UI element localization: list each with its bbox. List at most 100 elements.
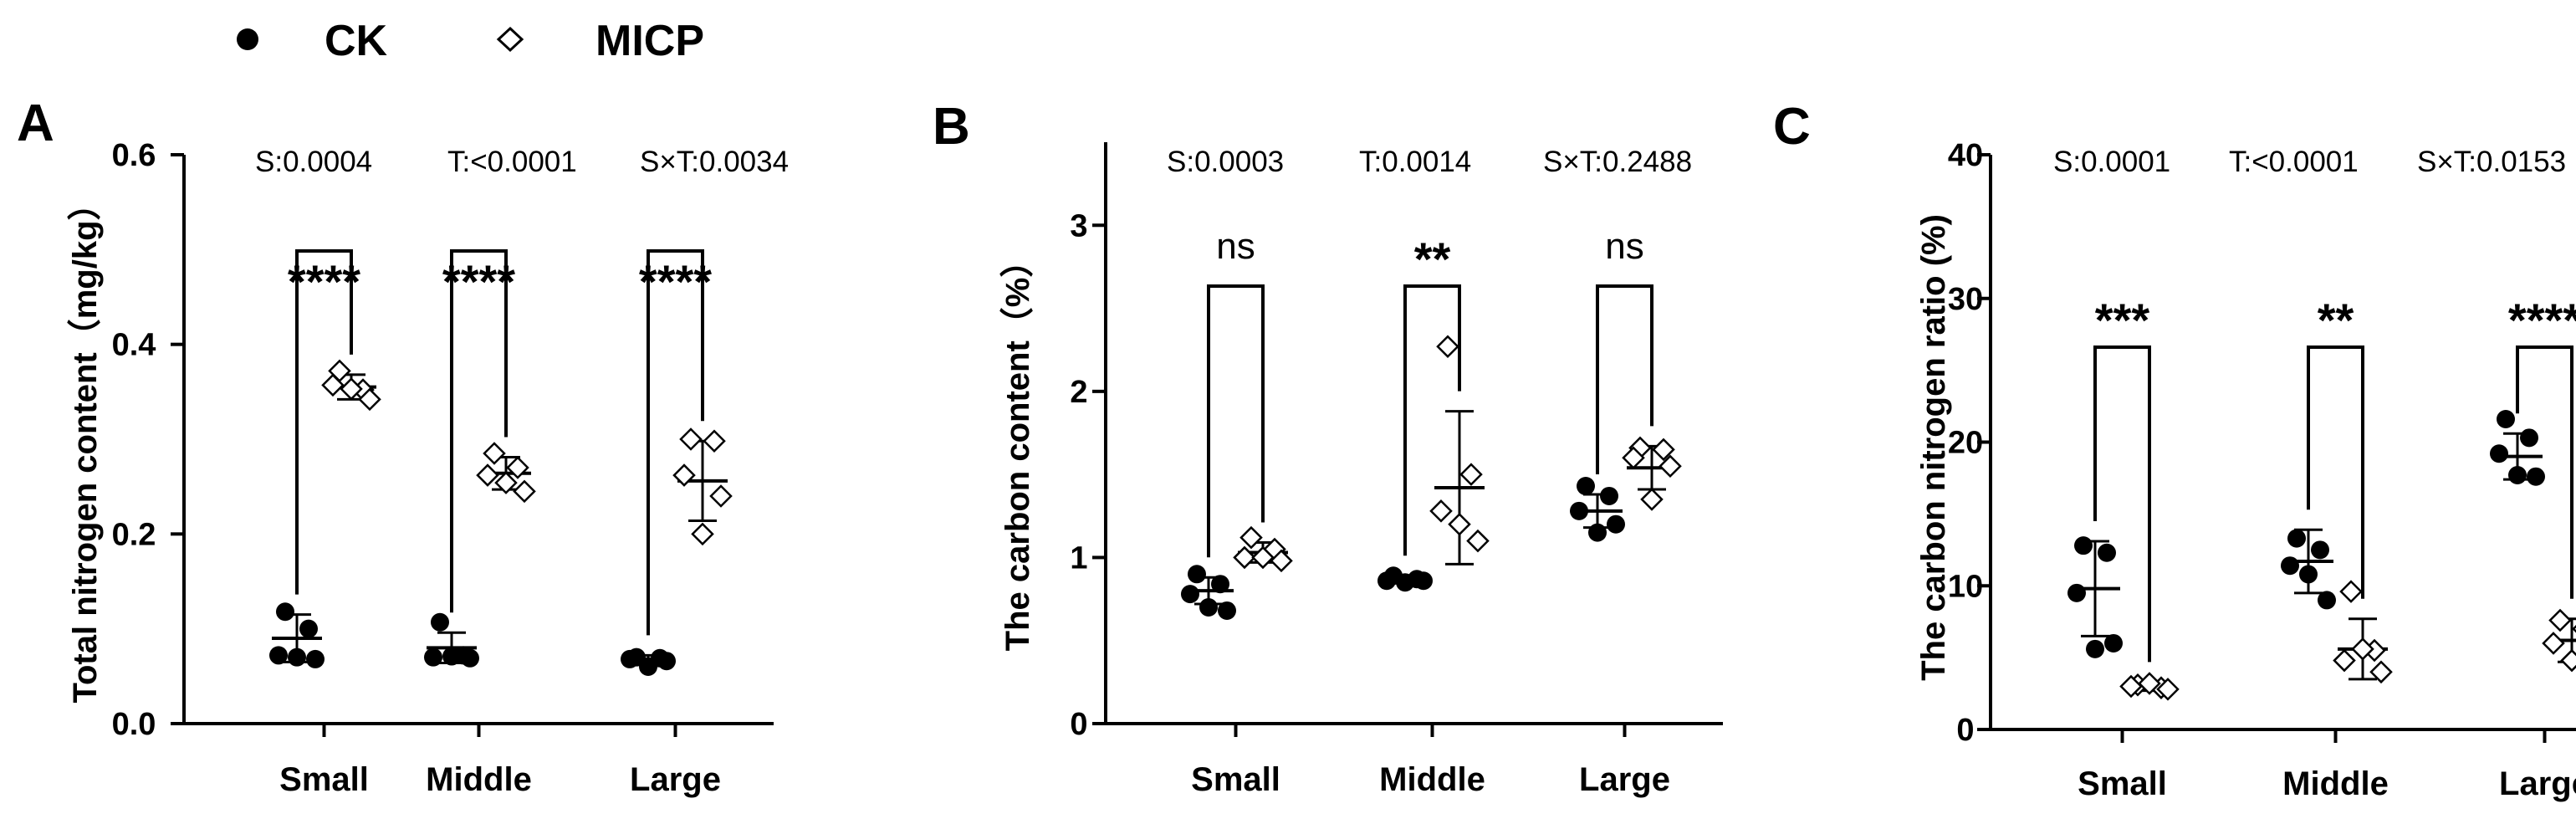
panel-b-ck-point: [1600, 486, 1618, 505]
panel-b-stat-text: T:0.0014: [1359, 146, 1471, 178]
panel-c-ck-point: [2490, 444, 2508, 463]
panel-b-y-tick-label: 3: [1070, 208, 1087, 243]
panel-b-stat-text: S×T:0.2488: [1543, 146, 1692, 178]
panel-c-micp-point: [2369, 660, 2393, 684]
panel-c-stat-text: S×T:0.0153: [2417, 146, 2566, 178]
panel-b-ck-point: [1396, 573, 1414, 592]
panel-b-y-tick-label: 1: [1070, 540, 1087, 576]
panel-c-micp-point: [2572, 625, 2576, 633]
panel-b: B The carbon content（%） 0 1 2 3 Small Middle L…: [933, 98, 1723, 798]
panel-a-ck-point: [461, 648, 479, 668]
panel-b-ck-point: [1181, 585, 1199, 604]
panel-b-significance-label: ns: [1216, 226, 1255, 267]
panel-b-y-tick-label: 2: [1070, 375, 1087, 410]
panel-c-ck-point: [2067, 583, 2086, 602]
panel-b-ck-point: [1588, 523, 1607, 542]
panel-a-ck-point: [299, 619, 318, 638]
panel-b-micp-point: [1239, 525, 1263, 550]
panel-c-ck-point: [2098, 543, 2116, 562]
panel-a-y-tick-label: 0.2: [112, 517, 156, 552]
legend-micp-label: MICP: [595, 17, 704, 65]
panel-c-ck-point: [2299, 565, 2318, 584]
panel-a-significance-bracket: [295, 249, 353, 595]
panel-c-significance-bracket: [2307, 345, 2364, 599]
panel-a-micp-point: [506, 456, 529, 479]
panel-c-micp-point: [2333, 648, 2356, 673]
panel-a-micp-point: [703, 429, 726, 453]
panel-a-ck-point: [621, 649, 639, 668]
panel-b-micp-point: [1659, 454, 1682, 478]
panel-c-ck-point: [2281, 556, 2299, 576]
panel-b-ck-point: [1199, 598, 1218, 617]
legend-ck-marker: [237, 28, 258, 50]
panel-a-ck-point: [288, 647, 306, 667]
panel-a-micp-point: [494, 471, 518, 494]
panel-c-ck-point: [2508, 466, 2527, 485]
panel-b-micp-point: [1640, 488, 1664, 511]
panel-b-ck-point: [1188, 565, 1206, 584]
panel-b-significance-bracket: [1403, 284, 1461, 556]
panel-b-y-tick-label: 0: [1070, 707, 1087, 742]
panel-c-y-tick-label: 30: [1948, 282, 1983, 317]
panel-b-ck-point: [1218, 601, 1236, 620]
panel-b-micp-point: [1270, 549, 1293, 573]
panel-c-category-label: Small: [2078, 765, 2167, 802]
panel-a-y-tick-label: 0.4: [112, 328, 156, 363]
panel-b-micp-point: [1251, 545, 1275, 570]
panel-b-ck-point: [1377, 571, 1396, 591]
panel-c-ck-point: [2287, 529, 2306, 548]
panel-b-ck-point: [1607, 514, 1625, 534]
panel-a-significance-bracket: [450, 249, 508, 613]
panel-c-stat-text: S:0.0001: [2053, 146, 2170, 178]
panel-a-significance-label: ****: [639, 255, 712, 308]
panel-c-ck-point: [2520, 428, 2538, 448]
panel-a-category-label: Middle: [426, 761, 532, 798]
panel-b-significance-label: **: [1414, 233, 1451, 285]
panel-c-micp-point: [2351, 637, 2374, 661]
panel-a-micp-point: [691, 522, 714, 546]
panel-a-y-tick-label: 0.0: [112, 707, 156, 742]
panel-b-micp-point: [1448, 512, 1471, 536]
panel-a-micp-point: [679, 427, 703, 451]
panel-a-category-label: Small: [279, 761, 369, 798]
panel-a-y-tick-label: 0.6: [112, 138, 156, 173]
panel-c-ck-point: [2497, 410, 2515, 429]
panel-a-stat-text: T:<0.0001: [447, 146, 577, 178]
panel-a-ck-point: [442, 647, 461, 666]
panel-c-significance-label: ****: [2508, 294, 2576, 346]
panel-c-category-label: Large: [2499, 765, 2576, 802]
panel-c-ck-point: [2311, 540, 2329, 560]
panel-a-significance-bracket: [647, 249, 704, 636]
panel-b-micp-point: [1622, 446, 1645, 470]
panel-c-stat-text: T:<0.0001: [2229, 146, 2359, 178]
panel-a-letter: A: [17, 95, 54, 152]
panel-b-micp-point: [1429, 499, 1453, 523]
panel-a-micp-point: [340, 377, 363, 401]
panel-c-ck-point: [2527, 467, 2545, 486]
panel-a-ck-point: [431, 612, 449, 632]
legend-ck-label: CK: [325, 17, 388, 65]
panel-a-ck-point: [424, 647, 442, 667]
panel-c-ck-point: [2086, 639, 2104, 658]
panel-b-significance-bracket: [1207, 284, 1265, 558]
panel-c-significance-bracket: [2093, 345, 2151, 663]
panel-a-ck-point: [657, 652, 676, 671]
panel-c-ck-point: [2104, 633, 2123, 653]
panel-a-micp-point: [358, 387, 381, 412]
panel-b-category-label: Small: [1191, 761, 1280, 798]
panel-a-micp-point: [513, 479, 536, 504]
panel-c: C The carbon nitrogen ratio (%) 0 10 20 30 4…: [1773, 98, 2576, 802]
panel-b-letter: B: [933, 98, 970, 156]
panel-b-micp-point: [1436, 335, 1459, 359]
panel-c-letter: C: [1773, 98, 1811, 156]
panel-a-ck-point: [639, 658, 657, 676]
panel-b-ck-point: [1570, 501, 1588, 520]
panel-c-significance-label: ***: [2095, 294, 2150, 346]
panel-c-y-tick-label: 10: [1948, 569, 1983, 604]
panel-b-ck-point: [1414, 571, 1433, 591]
panel-b-category-label: Middle: [1379, 761, 1485, 798]
panel-a-y-axis-label: Total nitrogen content（mg/kg）: [67, 187, 104, 703]
panel-c-micp-point: [2560, 648, 2576, 673]
panel-b-stat-text: S:0.0003: [1167, 146, 1284, 178]
